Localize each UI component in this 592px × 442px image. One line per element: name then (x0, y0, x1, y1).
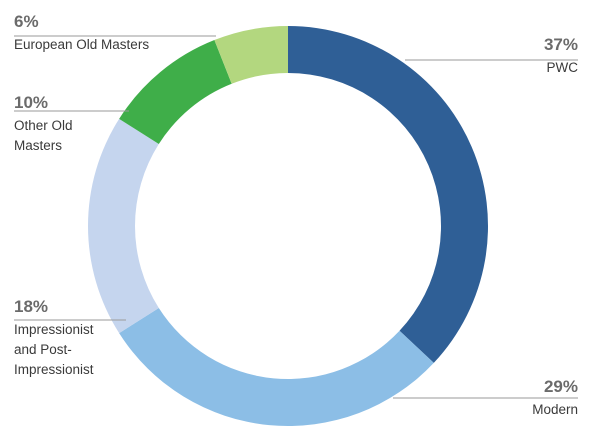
leader-lines (14, 35, 578, 399)
category-label-pwc-line-1: PWC (547, 60, 579, 75)
category-label-other-old-masters-line-2: Masters (14, 138, 62, 153)
slice-modern (119, 307, 434, 426)
category-label-impressionist-and-post-impressionist-line-1: Impressionist (14, 322, 94, 337)
value-label-european-old-masters: 6% (14, 12, 39, 31)
category-label-impressionist-and-post-impressionist-line-2: and Post- (14, 342, 72, 357)
category-label-impressionist-and-post-impressionist-line-3: Impressionist (14, 362, 94, 377)
slice-labels: 37% PWC 29% Modern 18% Impressionist and Post-… (14, 12, 578, 417)
slice-impressionist-and-post-impressionist (88, 118, 159, 334)
slice-other-old-masters (119, 40, 232, 145)
slice-pwc (288, 26, 489, 363)
value-label-modern: 29% (544, 377, 578, 396)
donut-slices (88, 26, 489, 426)
category-label-european-old-masters-line-1: European Old Masters (14, 37, 149, 52)
value-label-pwc: 37% (544, 35, 578, 54)
category-label-other-old-masters-line-1: Other Old (14, 118, 73, 133)
value-label-other-old-masters: 10% (14, 93, 48, 112)
slice-european-old-masters (214, 26, 288, 84)
category-label-modern-line-1: Modern (532, 402, 578, 417)
value-label-impressionist-and-post-impressionist: 18% (14, 297, 48, 316)
